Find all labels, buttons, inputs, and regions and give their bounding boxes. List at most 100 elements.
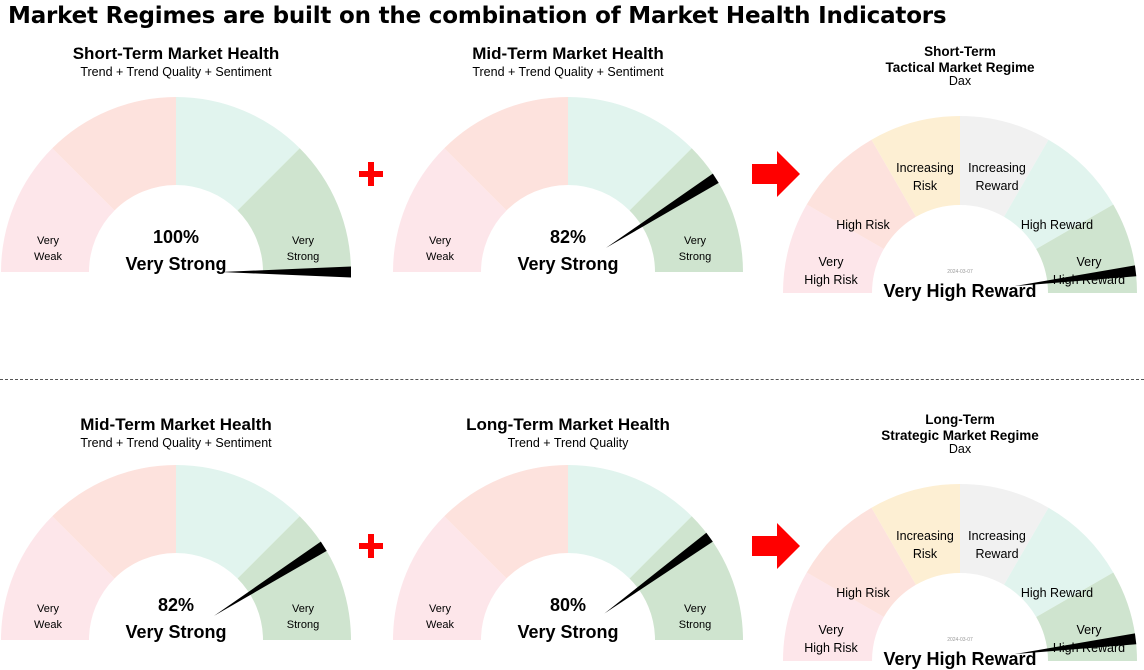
segment-label-very-high-reward: High Reward [1053,273,1125,287]
regime-index: Dax [949,442,972,456]
segment-very-weak [1,516,115,640]
gauge-needle [1014,633,1137,655]
gauge-value: 80% [550,595,586,615]
gauge-status: Very Strong [517,622,618,642]
segment-label-very-weak: Very [429,235,452,247]
segment-label-increasing-reward: Increasing [968,161,1026,175]
segment-weak [444,97,568,211]
gauge-status: Very Strong [125,254,226,274]
gauge-status: Very Strong [517,254,618,274]
page-title: Market Regimes are built on the combinat… [8,3,947,29]
segment-very-high-risk [783,204,884,293]
segment-increasing-reward [960,484,1049,585]
segment-label-very-high-risk: Very [818,623,844,637]
segment-very-strong [629,148,743,272]
segment-label-high-risk: High Risk [836,586,890,600]
segment-very-high-reward [1036,204,1137,293]
segment-very-strong [237,516,351,640]
gauge-needle [604,532,713,614]
segment-very-high-risk [783,572,884,661]
segment-high-reward [1004,507,1114,617]
date-stamp: 2024-03-07 [947,269,973,275]
regime-title: Strategic Market Regime [881,428,1039,443]
gauge-needle [221,266,351,278]
health-gauge: Long-Term Market Health Trend + Trend Qua… [393,415,743,642]
segment-label-increasing-risk: Increasing [896,529,954,543]
gauge-value: 82% [550,227,586,247]
health-gauge: Mid-Term Market Health Trend + Trend Qual… [393,44,743,274]
segment-very-high-reward [1036,572,1137,661]
segment-label-very-strong: Very [684,603,707,615]
segment-weak [52,97,176,211]
segment-label-very-strong: Strong [679,251,711,263]
segment-label-very-weak: Very [429,603,452,615]
segment-increasing-risk [871,484,960,585]
plus-icon [359,162,383,186]
segment-label-increasing-risk: Risk [913,179,938,193]
segment-label-increasing-reward: Reward [975,179,1018,193]
gauge-subtitle: Trend + Trend Quality [508,436,630,450]
plus-icon [359,534,383,558]
gauge-needle [1014,265,1137,287]
segment-strong [568,97,692,211]
segment-label-very-high-reward: Very [1076,623,1102,637]
segment-label-very-weak: Very [37,235,60,247]
segment-very-strong [237,148,351,272]
segment-label-very-high-risk: Very [818,255,844,269]
segment-label-very-weak: Weak [426,619,454,631]
regime-status: Very High Reward [883,281,1036,301]
segment-very-weak [393,516,507,640]
segment-label-very-high-risk: High Risk [804,273,858,287]
segment-increasing-reward [960,116,1049,217]
segment-label-very-high-reward: High Reward [1053,641,1125,655]
segment-label-very-strong: Very [292,235,315,247]
gauge-value: 82% [158,595,194,615]
segment-label-high-reward: High Reward [1021,586,1093,600]
segment-label-very-strong: Strong [287,251,319,263]
gauge-title: Mid-Term Market Health [472,44,663,63]
regime-status: Very High Reward [883,649,1036,669]
segment-label-very-strong: Very [684,235,707,247]
segment-very-weak [393,148,507,272]
segment-label-very-strong: Strong [679,619,711,631]
segment-label-very-strong: Strong [287,619,319,631]
arrow-right-icon [752,151,800,197]
regime-title: Short-Term [924,44,996,59]
segment-label-high-reward: High Reward [1021,218,1093,232]
segment-high-risk [806,139,916,249]
segment-label-very-high-risk: High Risk [804,641,858,655]
segment-label-increasing-reward: Increasing [968,529,1026,543]
segment-very-weak [1,148,115,272]
date-stamp: 2024-03-07 [947,637,973,643]
segment-label-very-strong: Very [292,603,315,615]
segment-label-increasing-risk: Risk [913,547,938,561]
gauge-subtitle: Trend + Trend Quality + Sentiment [80,65,272,79]
segment-weak [444,465,568,579]
segment-strong [176,465,300,579]
segment-strong [176,97,300,211]
gauge-subtitle: Trend + Trend Quality + Sentiment [472,65,664,79]
segment-weak [52,465,176,579]
segment-label-high-risk: High Risk [836,218,890,232]
health-gauge: Mid-Term Market Health Trend + Trend Qual… [1,415,351,642]
segment-very-strong [629,516,743,640]
plus-bar-h [359,543,383,549]
plus-bar-v [368,162,374,186]
gauge-subtitle: Trend + Trend Quality + Sentiment [80,436,272,450]
regime-title: Long-Term [925,412,995,427]
regime-title: Tactical Market Regime [885,60,1035,75]
segment-label-very-high-reward: Very [1076,255,1102,269]
segment-label-very-weak: Weak [426,251,454,263]
segment-label-very-weak: Very [37,603,60,615]
gauge-status: Very Strong [125,622,226,642]
segment-strong [568,465,692,579]
gauge-needle [213,541,327,616]
row-divider [0,379,1144,380]
health-gauge: Short-Term Market Health Trend + Trend Qu… [1,44,351,278]
segment-label-very-weak: Weak [34,619,62,631]
plus-bar-h [359,171,383,177]
segment-high-reward [1004,139,1114,249]
gauge-title: Short-Term Market Health [73,44,280,63]
